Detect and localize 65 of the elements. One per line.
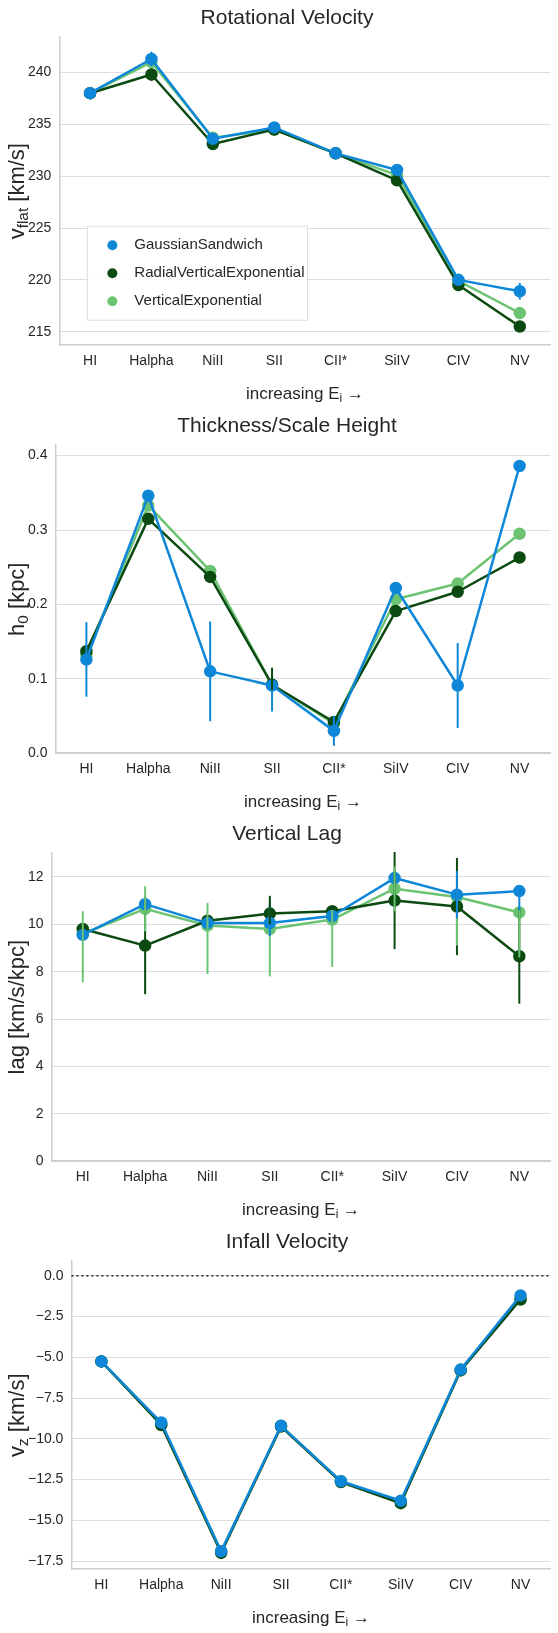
x-tick-label: HI — [94, 1576, 109, 1593]
chart-title: Vertical Lag — [232, 821, 342, 845]
y-tick-label: 225 — [28, 218, 52, 235]
x-tick-label: CIV — [445, 1168, 470, 1185]
x-tick-label: SII — [272, 1576, 290, 1593]
y-tick-label: −5.0 — [35, 1348, 64, 1365]
y-tick-label: 12 — [27, 867, 44, 884]
y-tick-label: −17.5 — [27, 1551, 64, 1568]
x-tick-label: CIV — [446, 760, 471, 777]
y-tick-label: 0.0 — [43, 1266, 64, 1283]
y-tick-label: 4 — [35, 1057, 44, 1074]
x-tick-label: SiIV — [387, 1576, 415, 1593]
x-tick-label: NV — [509, 760, 530, 777]
y-tick-label: 215 — [28, 322, 52, 339]
y-axis-title: lag [km/s/kpc] — [4, 939, 30, 1075]
y-tick-label: 0.1 — [27, 669, 48, 686]
y-tick-label: 0.2 — [27, 595, 48, 612]
y-tick-label: −15.0 — [27, 1511, 64, 1528]
y-tick-label: 240 — [28, 63, 52, 80]
x-tick-label: NiII — [202, 352, 224, 369]
x-tick-label: Halpha — [126, 760, 171, 777]
y-tick-label: 6 — [35, 1009, 44, 1026]
x-tick-label: Halpha — [129, 352, 174, 369]
x-tick-label: Halpha — [139, 1576, 184, 1593]
y-tick-label: 10 — [27, 915, 44, 932]
y-tick-label: 0.4 — [27, 446, 48, 463]
x-tick-label: SII — [263, 760, 281, 777]
y-tick-label: 230 — [28, 167, 52, 184]
y-tick-label: 2 — [35, 1104, 44, 1121]
y-tick-label: 0.0 — [27, 744, 48, 761]
x-tick-label: NV — [509, 1168, 530, 1185]
x-tick-label: HI — [83, 352, 98, 369]
y-tick-label: −12.5 — [27, 1470, 64, 1487]
x-tick-label: CII* — [323, 352, 348, 369]
chart-title: Thickness/Scale Height — [177, 413, 397, 437]
x-tick-label: NV — [510, 1576, 531, 1593]
x-tick-label: NiII — [210, 1576, 232, 1593]
x-tick-label: NiII — [196, 1168, 218, 1185]
x-tick-label: SII — [265, 352, 283, 369]
y-tick-label: −7.5 — [35, 1388, 64, 1405]
x-tick-label: HI — [79, 760, 94, 777]
x-tick-label: CII* — [329, 1576, 354, 1593]
legend-label: GaussianSandwich — [134, 235, 263, 253]
legend-label: VerticalExponential — [134, 291, 262, 309]
x-tick-label: SII — [261, 1168, 279, 1185]
chart-title: Infall Velocity — [225, 1229, 349, 1253]
y-tick-label: 220 — [28, 270, 52, 287]
x-tick-label: NiII — [199, 760, 221, 777]
chart-title: Rotational Velocity — [200, 5, 374, 29]
x-tick-label: NV — [510, 352, 531, 369]
x-tick-label: SiIV — [381, 1168, 409, 1185]
x-tick-label: Halpha — [122, 1168, 168, 1185]
x-tick-label: CII* — [322, 760, 347, 777]
x-tick-label: CIV — [446, 352, 471, 369]
y-tick-label: 235 — [28, 115, 52, 132]
x-tick-label: CII* — [320, 1168, 345, 1185]
x-tick-label: CIV — [449, 1576, 473, 1593]
x-tick-label: SiIV — [384, 352, 411, 369]
y-tick-label: 8 — [35, 962, 44, 979]
y-tick-label: 0 — [35, 1152, 44, 1169]
y-tick-label: −2.5 — [35, 1307, 64, 1324]
x-tick-label: SiIV — [382, 760, 410, 777]
y-tick-label: 0.3 — [27, 520, 48, 537]
x-tick-label: HI — [75, 1168, 90, 1185]
legend-label: RadialVerticalExponential — [134, 263, 305, 281]
